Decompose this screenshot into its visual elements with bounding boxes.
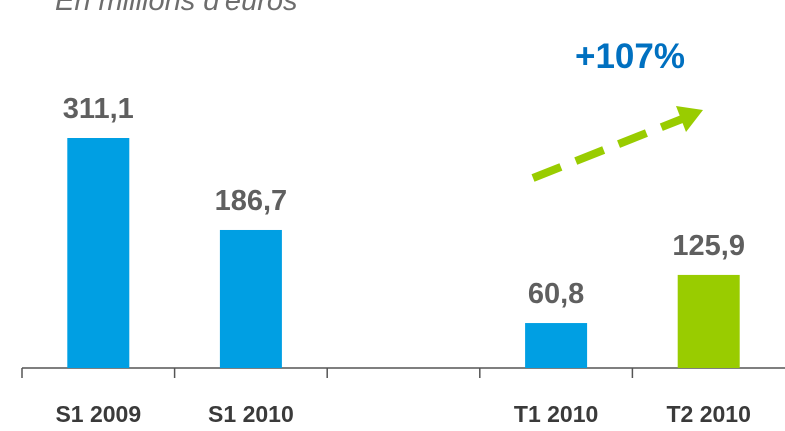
value-label: 125,9 [672,230,745,262]
chart-subtitle: En millions d'euros [55,0,297,17]
value-label: 311,1 [63,93,134,125]
x-tick-label: T2 2010 [666,401,750,427]
bar [677,274,740,368]
value-label: 186,7 [215,185,288,217]
bar [525,323,588,368]
x-tick-label: S1 2010 [208,401,294,427]
bar [219,229,282,368]
bar [67,138,130,368]
value-label: 60,8 [528,278,584,310]
trend-arrow-shaft [531,115,684,182]
x-tick-label: T1 2010 [514,401,598,427]
annotation: +107% [575,37,685,76]
trend-arrow-head [676,106,703,132]
x-tick-label: S1 2009 [55,401,141,427]
